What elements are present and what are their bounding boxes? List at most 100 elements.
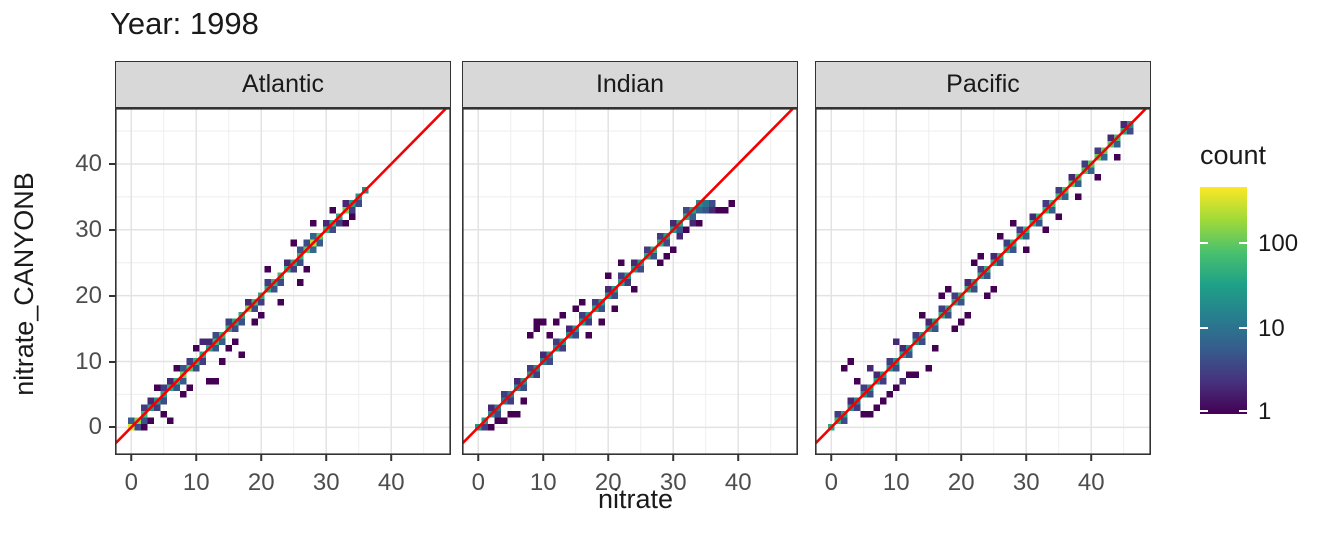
bin2d-cell xyxy=(501,391,508,398)
bin2d-cell xyxy=(605,272,612,280)
bin2d-cell xyxy=(689,213,696,220)
panel-border xyxy=(115,108,451,455)
bin2d-cell xyxy=(1036,219,1043,227)
bin2d-cell xyxy=(507,397,514,405)
bin2d-cell xyxy=(1003,239,1010,247)
x-tick-label: 0 xyxy=(471,469,485,496)
bin2d-cell xyxy=(199,358,206,365)
bin2d-cell xyxy=(264,279,271,286)
bin2d-cell xyxy=(134,424,141,431)
bin2d-cell xyxy=(212,345,219,352)
bin2d-cell xyxy=(971,285,978,293)
bin2d-cell xyxy=(160,397,167,405)
panel-canvas xyxy=(815,108,1151,461)
bin2d-cell xyxy=(316,239,323,247)
bin2d-cell xyxy=(520,397,527,405)
y-tick-mark xyxy=(109,294,115,297)
bin2d-cell xyxy=(611,292,618,299)
bin2d-cell xyxy=(722,206,729,214)
bin2d-cell xyxy=(481,424,488,431)
bin2d-cell xyxy=(212,378,219,385)
bin2d-cell xyxy=(533,318,540,326)
legend-tick-mark xyxy=(1200,241,1208,244)
bin2d-cell xyxy=(160,410,167,418)
bin2d-cell xyxy=(715,206,722,214)
bin2d-cell xyxy=(1016,226,1023,234)
bin2d-cell xyxy=(180,364,187,372)
bin2d-cell xyxy=(847,358,854,365)
x-tick-label: 20 xyxy=(594,469,622,496)
bin2d-cell xyxy=(501,417,508,425)
bin2d-cell xyxy=(271,285,278,293)
bin2d-cell xyxy=(310,233,317,240)
bin2d-cell xyxy=(251,318,258,326)
bin2d-cell xyxy=(141,417,148,425)
bin2d-cell xyxy=(880,397,887,405)
bin2d-cell xyxy=(238,318,245,326)
bin2d-cell xyxy=(951,292,958,299)
y-tick-label: 0 xyxy=(88,413,102,441)
bin2d-cell xyxy=(219,338,226,346)
bin2d-cell xyxy=(867,391,874,398)
plot-panel-pacific xyxy=(815,108,1151,461)
bin2d-cell xyxy=(342,219,349,227)
identity-line xyxy=(115,108,448,445)
bin2d-cell xyxy=(657,259,664,266)
y-tick-label: 30 xyxy=(75,215,102,243)
bin2d-cell xyxy=(906,351,913,359)
bin2d-cell xyxy=(147,417,154,425)
bin2d-cell xyxy=(154,404,161,411)
bin2d-cell xyxy=(1010,246,1017,253)
bin2d-cell xyxy=(1062,193,1069,201)
bin2d-cell xyxy=(1081,160,1088,168)
bin2d-cell xyxy=(676,226,683,234)
bin2d-cell xyxy=(297,279,304,286)
panel-canvas xyxy=(462,108,798,461)
bin2d-cell xyxy=(958,318,965,326)
bin2d-cell xyxy=(329,206,336,214)
bin2d-cell xyxy=(141,424,148,431)
bin2d-cell xyxy=(841,417,848,425)
bin2d-cell xyxy=(488,404,495,411)
bin2d-cell xyxy=(990,252,997,260)
bin2d-cell xyxy=(559,312,566,319)
bin2d-cell xyxy=(854,404,861,411)
y-tick-mark xyxy=(109,360,115,363)
x-tick-label: 40 xyxy=(1077,469,1105,496)
bin2d-cell xyxy=(225,318,232,326)
bin2d-cell xyxy=(206,378,213,385)
bin2d-cell xyxy=(670,246,677,253)
legend-tick-label: 100 xyxy=(1258,229,1299,257)
bin2d-cell xyxy=(232,338,239,346)
y-tick-label: 40 xyxy=(75,149,102,177)
x-tick-label: 40 xyxy=(377,469,405,496)
bin2d-cell xyxy=(579,298,586,306)
bin2d-cell xyxy=(533,371,540,378)
bin2d-cell xyxy=(611,305,618,313)
bin2d-cell xyxy=(310,219,317,227)
facet-strip-label: Atlantic xyxy=(242,70,324,98)
legend-colorbar xyxy=(1200,187,1247,414)
bin2d-cell xyxy=(251,305,258,313)
bin2d-cell xyxy=(676,233,683,240)
bin2d-cell xyxy=(1075,180,1082,187)
x-tick-label: 10 xyxy=(529,469,557,496)
bin2d-cell xyxy=(154,384,161,392)
bin2d-cell xyxy=(899,345,906,352)
bin2d-cell xyxy=(860,410,867,418)
bin2d-cell xyxy=(860,384,867,392)
bin2d-cell xyxy=(873,371,880,378)
plot-panel-indian xyxy=(462,108,798,461)
bin2d-cell xyxy=(303,239,310,247)
bin2d-cell xyxy=(873,404,880,411)
bin2d-cell xyxy=(932,325,939,332)
x-tick-label: 30 xyxy=(1012,469,1040,496)
bin2d-cell xyxy=(971,259,978,266)
bin2d-cell xyxy=(147,397,154,405)
legend: count 100 10 1 xyxy=(1197,140,1344,450)
x-tick-label: 10 xyxy=(882,469,910,496)
x-tick-label: 30 xyxy=(659,469,687,496)
bin2d-cell xyxy=(1010,219,1017,227)
bin2d-cell xyxy=(186,384,193,392)
bin2d-cell xyxy=(336,219,343,227)
